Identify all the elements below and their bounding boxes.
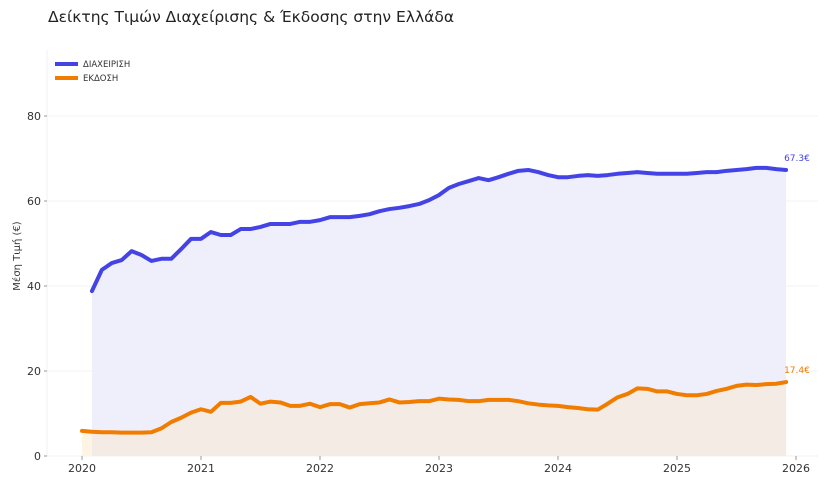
x-tick-label: 2025 [663,462,691,475]
x-tick-label: 2023 [425,462,453,475]
y-tick-label: 40 [27,280,41,293]
ekdosi-start-area [82,430,92,456]
ekdosi-line [80,380,789,435]
diaxeirisi-points [91,167,787,292]
x-tick-label: 2020 [68,462,96,475]
diaxeirisi-legend-label: ΔΙΑΧΕΙΡΙΣΗ [83,60,130,70]
y-tick-label: 20 [27,365,41,378]
diaxeirisi-area [91,167,787,456]
diaxeirisi-end-label: 67.3€ [784,154,810,164]
x-tick-label: 2022 [306,462,334,475]
x-tick-label: 2026 [782,462,810,475]
chart-title: Δείκτης Τιμών Διαχείρισης & Έκδοσης στην… [48,8,455,26]
ekdosi-area [91,382,787,456]
ekdosi-end-label: 17.4€ [784,366,810,376]
y-tick-label: 80 [27,110,41,123]
y-axis-label: Μέση Τιμή (€) [11,221,23,291]
y-tick-label: 0 [34,450,41,463]
x-tick-label: 2021 [187,462,215,475]
y-tick-label: 60 [27,195,41,208]
ekdosi-legend-label: ΕΚΔΟΣΗ [83,74,118,84]
x-tick-label: 2024 [544,462,572,475]
ekdosi-points [81,381,787,433]
